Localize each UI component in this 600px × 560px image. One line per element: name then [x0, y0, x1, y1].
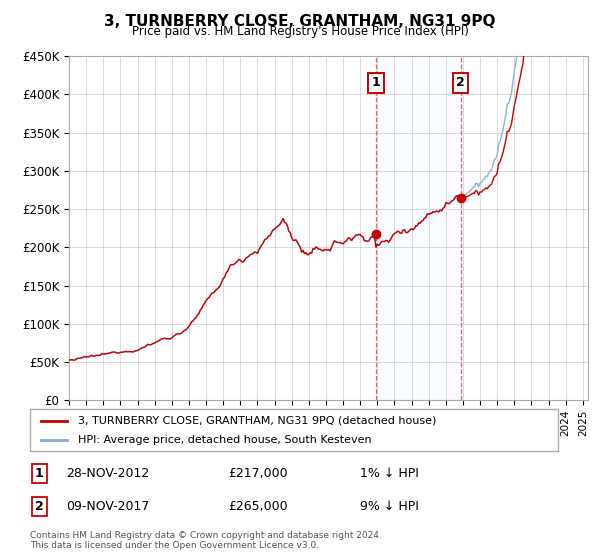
Text: 3, TURNBERRY CLOSE, GRANTHAM, NG31 9PQ (detached house): 3, TURNBERRY CLOSE, GRANTHAM, NG31 9PQ (…: [77, 416, 436, 426]
Text: 09-NOV-2017: 09-NOV-2017: [66, 500, 149, 514]
Text: 28-NOV-2012: 28-NOV-2012: [66, 466, 149, 480]
FancyBboxPatch shape: [30, 409, 558, 451]
Text: Contains HM Land Registry data © Crown copyright and database right 2024.: Contains HM Land Registry data © Crown c…: [30, 531, 382, 540]
Text: This data is licensed under the Open Government Licence v3.0.: This data is licensed under the Open Gov…: [30, 541, 319, 550]
Text: £265,000: £265,000: [228, 500, 287, 514]
Text: 2: 2: [35, 500, 43, 514]
Text: £217,000: £217,000: [228, 466, 287, 480]
Bar: [376, 56, 461, 400]
Text: 3, TURNBERRY CLOSE, GRANTHAM, NG31 9PQ: 3, TURNBERRY CLOSE, GRANTHAM, NG31 9PQ: [104, 14, 496, 29]
Text: 1: 1: [35, 466, 43, 480]
Text: 2: 2: [456, 76, 465, 89]
Text: Price paid vs. HM Land Registry's House Price Index (HPI): Price paid vs. HM Land Registry's House …: [131, 25, 469, 38]
Text: 9% ↓ HPI: 9% ↓ HPI: [360, 500, 419, 514]
Text: HPI: Average price, detached house, South Kesteven: HPI: Average price, detached house, Sout…: [77, 435, 371, 445]
Text: 1: 1: [371, 76, 380, 89]
Text: 1% ↓ HPI: 1% ↓ HPI: [360, 466, 419, 480]
